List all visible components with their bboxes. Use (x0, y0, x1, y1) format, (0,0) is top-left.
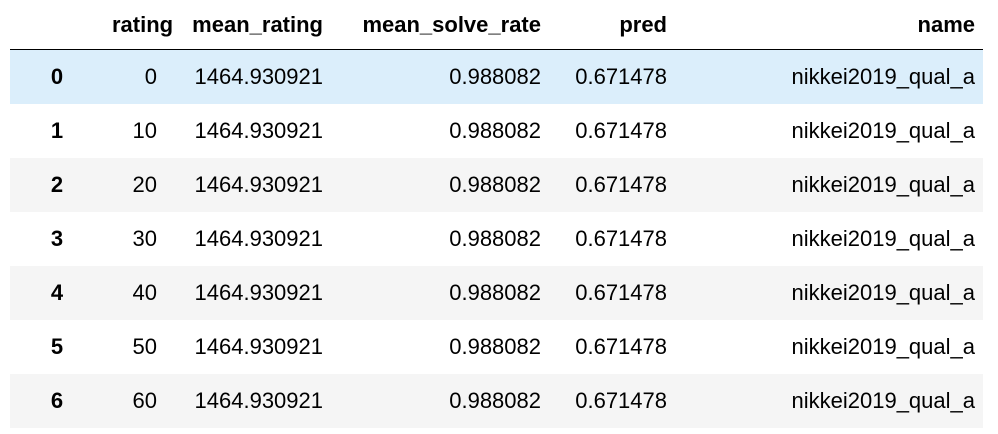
table-cell: 1464.930921 (194, 171, 323, 197)
row-index: 1 (50, 117, 64, 143)
table-cell: 0.988082 (449, 333, 541, 359)
table-row: 5 50 1464.930921 0.988082 0.671478 nikkei2019… (10, 319, 983, 374)
table-row: 0 0 1464.930921 0.988082 0.671478 nikkei2019_… (10, 49, 983, 104)
table-cell: nikkei2019_qual_a (791, 225, 976, 251)
table-cell: 0.988082 (449, 171, 541, 197)
table-row: 1 10 1464.930921 0.988082 0.671478 nikkei2019… (10, 103, 983, 158)
table-cell: 50 (132, 333, 157, 359)
table-cell: 0.671478 (575, 279, 667, 305)
table-header: rating mean_rating mean_solve_rate pred name (10, 0, 983, 50)
table-cell: 0.988082 (449, 225, 541, 251)
table-row: 6 60 1464.930921 0.988082 0.671478 nikkei2019… (10, 373, 983, 428)
table-cell: nikkei2019_qual_a (791, 171, 976, 197)
row-index: 6 (50, 387, 64, 413)
table-cell: nikkei2019_qual_a (791, 63, 976, 89)
table-cell: 0.671478 (575, 333, 667, 359)
row-index: 4 (50, 279, 64, 305)
table-cell: 1464.930921 (194, 225, 323, 251)
table-row: 4 40 1464.930921 0.988082 0.671478 nikkei2019… (10, 265, 983, 320)
table-row: 3 30 1464.930921 0.988082 0.671478 nikkei2019… (10, 211, 983, 266)
table-cell: 0.671478 (575, 63, 667, 89)
table-cell: 0.988082 (449, 117, 541, 143)
table-body: 0 0 1464.930921 0.988082 0.671478 nikkei2019_… (10, 49, 983, 428)
table-cell: 0.671478 (575, 387, 667, 413)
table-row: 2 20 1464.930921 0.988082 0.671478 nikkei2019… (10, 157, 983, 212)
table-cell: 20 (132, 171, 157, 197)
table-cell: nikkei2019_qual_a (791, 387, 976, 413)
header-row: rating mean_rating mean_solve_rate pred name (10, 0, 983, 50)
table-cell: 1464.930921 (194, 117, 323, 143)
table-cell: 10 (132, 117, 157, 143)
index-header (10, 0, 104, 50)
table-cell: 0 (144, 63, 157, 89)
table-cell: 0.988082 (449, 387, 541, 413)
row-index: 2 (50, 171, 64, 197)
table-cell: 40 (132, 279, 157, 305)
table-cell: 60 (132, 387, 157, 413)
table-cell: nikkei2019_qual_a (791, 279, 976, 305)
row-index: 0 (50, 63, 64, 89)
column-header: name (675, 0, 983, 50)
table-cell: 1464.930921 (194, 63, 323, 89)
dataframe-table: rating mean_rating mean_solve_rate pred name… (10, 0, 983, 428)
table-cell: 0.988082 (449, 279, 541, 305)
table-cell: 0.671478 (575, 225, 667, 251)
column-header: mean_solve_rate (331, 0, 549, 50)
row-index: 3 (50, 225, 64, 251)
column-header: pred (549, 0, 675, 50)
table-cell: 1464.930921 (194, 333, 323, 359)
column-header: mean_rating (165, 0, 331, 50)
table-cell: 1464.930921 (194, 387, 323, 413)
table-cell: 0.671478 (575, 171, 667, 197)
table-cell: 0.988082 (449, 63, 541, 89)
table-cell: 30 (132, 225, 157, 251)
column-header: rating (104, 0, 173, 50)
table-cell: 0.671478 (575, 117, 667, 143)
table-cell: 1464.930921 (194, 279, 323, 305)
table-cell: nikkei2019_qual_a (791, 117, 976, 143)
row-index: 5 (50, 333, 64, 359)
table-cell: nikkei2019_qual_a (791, 333, 976, 359)
